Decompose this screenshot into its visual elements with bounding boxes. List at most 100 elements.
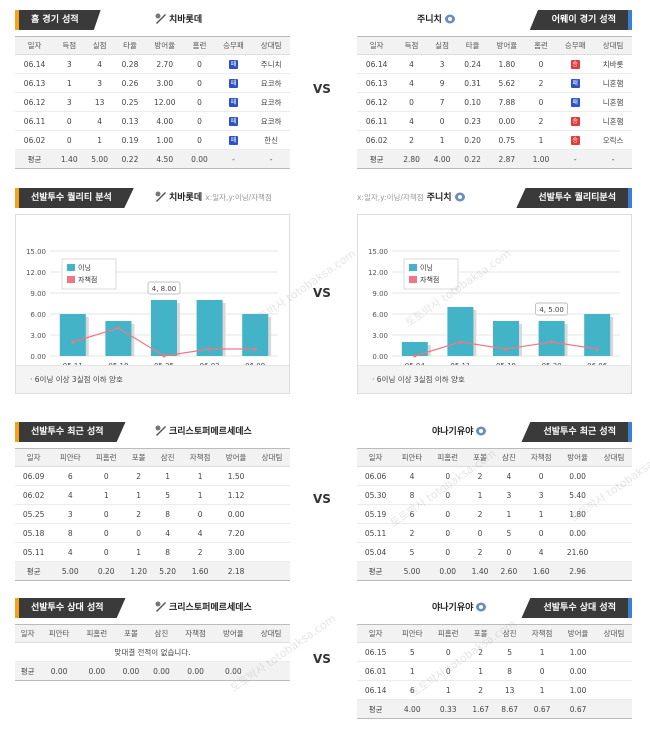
table-cell: 2	[124, 466, 154, 486]
table-cell: 05.18	[15, 523, 53, 543]
y-tick-label: 0.00	[30, 353, 46, 361]
column-header: 실점	[426, 36, 458, 55]
table-cell: 06.14	[15, 54, 55, 74]
column-header: 피안타	[394, 448, 430, 467]
table-cell: 2	[465, 466, 495, 486]
column-header: 포볼	[466, 624, 496, 643]
table-cell: 오릭스	[594, 130, 632, 150]
table-cell: 0.00	[40, 661, 78, 681]
line-point	[208, 347, 212, 351]
table-cell: 0.20	[88, 561, 125, 581]
away-vs-pitcher-name: 야나기유야	[432, 598, 489, 618]
table-cell: 4	[396, 111, 427, 131]
away-quality-svg: 0.00 3.00 6.00 9.00 12.00 15.00 05.04 05.11 05.1…	[368, 248, 620, 365]
table-cell: 06.13	[357, 73, 397, 93]
table-cell: 1	[182, 485, 219, 505]
table-cell: 1.40	[465, 561, 495, 581]
table-row: 05.11 2 0 0 5 0 0.00	[357, 523, 632, 543]
table-cell	[254, 504, 290, 524]
baseball-mitt-icon	[454, 192, 465, 202]
tooltip-text: 4, 8.00	[152, 285, 177, 293]
table-cell: 0	[523, 466, 560, 486]
home-team-name: 치바롯데	[153, 10, 202, 30]
table-cell: 13	[84, 92, 115, 112]
table-cell: 12.00	[145, 92, 185, 112]
table-cell: 3.00	[218, 542, 255, 562]
line-point	[253, 347, 257, 351]
line-point	[116, 326, 120, 330]
table-cell: 2	[466, 642, 496, 662]
baseball-bat-icon	[155, 601, 166, 612]
table-cell: 0.31	[457, 73, 488, 93]
result-cell: 승	[556, 54, 595, 74]
table-cell: 0.22	[457, 149, 488, 169]
x-tick-label: 05.18	[108, 362, 128, 365]
home-pitcher-recent-title: 선발투수 최근 성적	[15, 422, 126, 442]
table-cell: 1.00	[145, 130, 185, 150]
away-pitcher-recent-title: 선발투수 최근 성적	[521, 422, 632, 442]
home-pitcher-vs-title: 선발투수 상대 성적	[15, 598, 126, 618]
table-cell: 0.28	[114, 54, 146, 74]
column-header: 피홈런	[77, 624, 116, 643]
column-header: 일자	[15, 36, 55, 55]
table-cell: 05.19	[357, 504, 395, 524]
table-cell	[252, 661, 290, 681]
column-header: 피안타	[40, 624, 78, 643]
table-cell: 0	[523, 523, 560, 543]
away-team-name: 주니치	[417, 10, 458, 30]
table-cell: 06.12	[357, 92, 397, 112]
home-quality-svg: 0.00 3.00 6.00 9.00 12.00 15.00 05.11 05.18 05.2…	[26, 248, 278, 365]
table-row: 06.15 5 0 2 5 1 1.00	[357, 642, 632, 662]
table-cell: 0	[54, 130, 85, 150]
table-cell: 0.00	[429, 561, 466, 581]
column-header: 상대팀	[594, 36, 632, 55]
result-cell: 승	[556, 130, 595, 150]
vs-label: VS	[313, 652, 331, 666]
legend-swatch	[67, 276, 75, 283]
table-cell: 8	[495, 661, 525, 681]
table-cell: 05.04	[357, 542, 395, 562]
table-row: 06.13 1 3 0.26 3.00 0 패 요코하	[15, 73, 290, 93]
table-cell: 6	[394, 680, 431, 700]
table-cell	[596, 466, 632, 486]
table-cell: 8	[394, 485, 430, 505]
table-cell: 요코하	[252, 92, 290, 112]
result-badge: 패	[228, 60, 238, 69]
baseball-bat-icon	[155, 191, 166, 202]
y-tick-label: 6.00	[372, 311, 388, 319]
vs-label: VS	[313, 286, 331, 300]
table-cell: 0	[88, 466, 125, 486]
table-cell: 3	[52, 504, 89, 524]
result-badge: 패	[228, 98, 238, 107]
column-header: 자책점	[182, 448, 219, 467]
x-tick-label: 06.02	[200, 362, 220, 365]
column-header: 상대팀	[596, 624, 632, 643]
column-header: 피홈런	[430, 624, 467, 643]
table-cell: 1.20	[124, 561, 154, 581]
column-header: 홈런	[525, 36, 557, 55]
table-cell: 5	[394, 542, 430, 562]
vs-label: VS	[313, 492, 331, 506]
table-cell: 1	[54, 73, 85, 93]
away-quality-panel: x:일자,y:이닝/자책점 주니치 선발투수 퀄리티분석 0.00 3.00 6.0…	[357, 188, 632, 394]
table-row: 06.13 4 9 0.31 5.62 2 패 니혼햄	[357, 73, 632, 93]
table-cell: 평균	[357, 561, 395, 581]
table-cell: 1	[430, 680, 467, 700]
table-cell: 1	[124, 485, 154, 505]
x-tick-label: 05.25	[154, 362, 174, 365]
table-cell: 1.12	[218, 485, 255, 505]
baseball-mitt-icon	[476, 426, 487, 436]
table-row: 06.14 6 1 2 13 1 1.00	[357, 680, 632, 700]
column-header: 상대팀	[596, 448, 632, 467]
result-badge: 패	[228, 136, 238, 145]
table-row: 05.19 6 0 2 1 1 1.80	[357, 504, 632, 524]
home-form-title: 홈 경기 성적	[15, 10, 101, 30]
column-header: 일자	[357, 36, 397, 55]
table-row: 05.18 8 0 0 4 4 7.20	[15, 523, 290, 543]
table-cell: 0	[184, 111, 215, 131]
table-cell: 06.14	[357, 54, 397, 74]
table-cell: 1	[426, 130, 458, 150]
x-tick-label: 05.19	[496, 362, 516, 365]
table-cell: 0	[525, 54, 557, 74]
table-cell	[596, 523, 632, 543]
